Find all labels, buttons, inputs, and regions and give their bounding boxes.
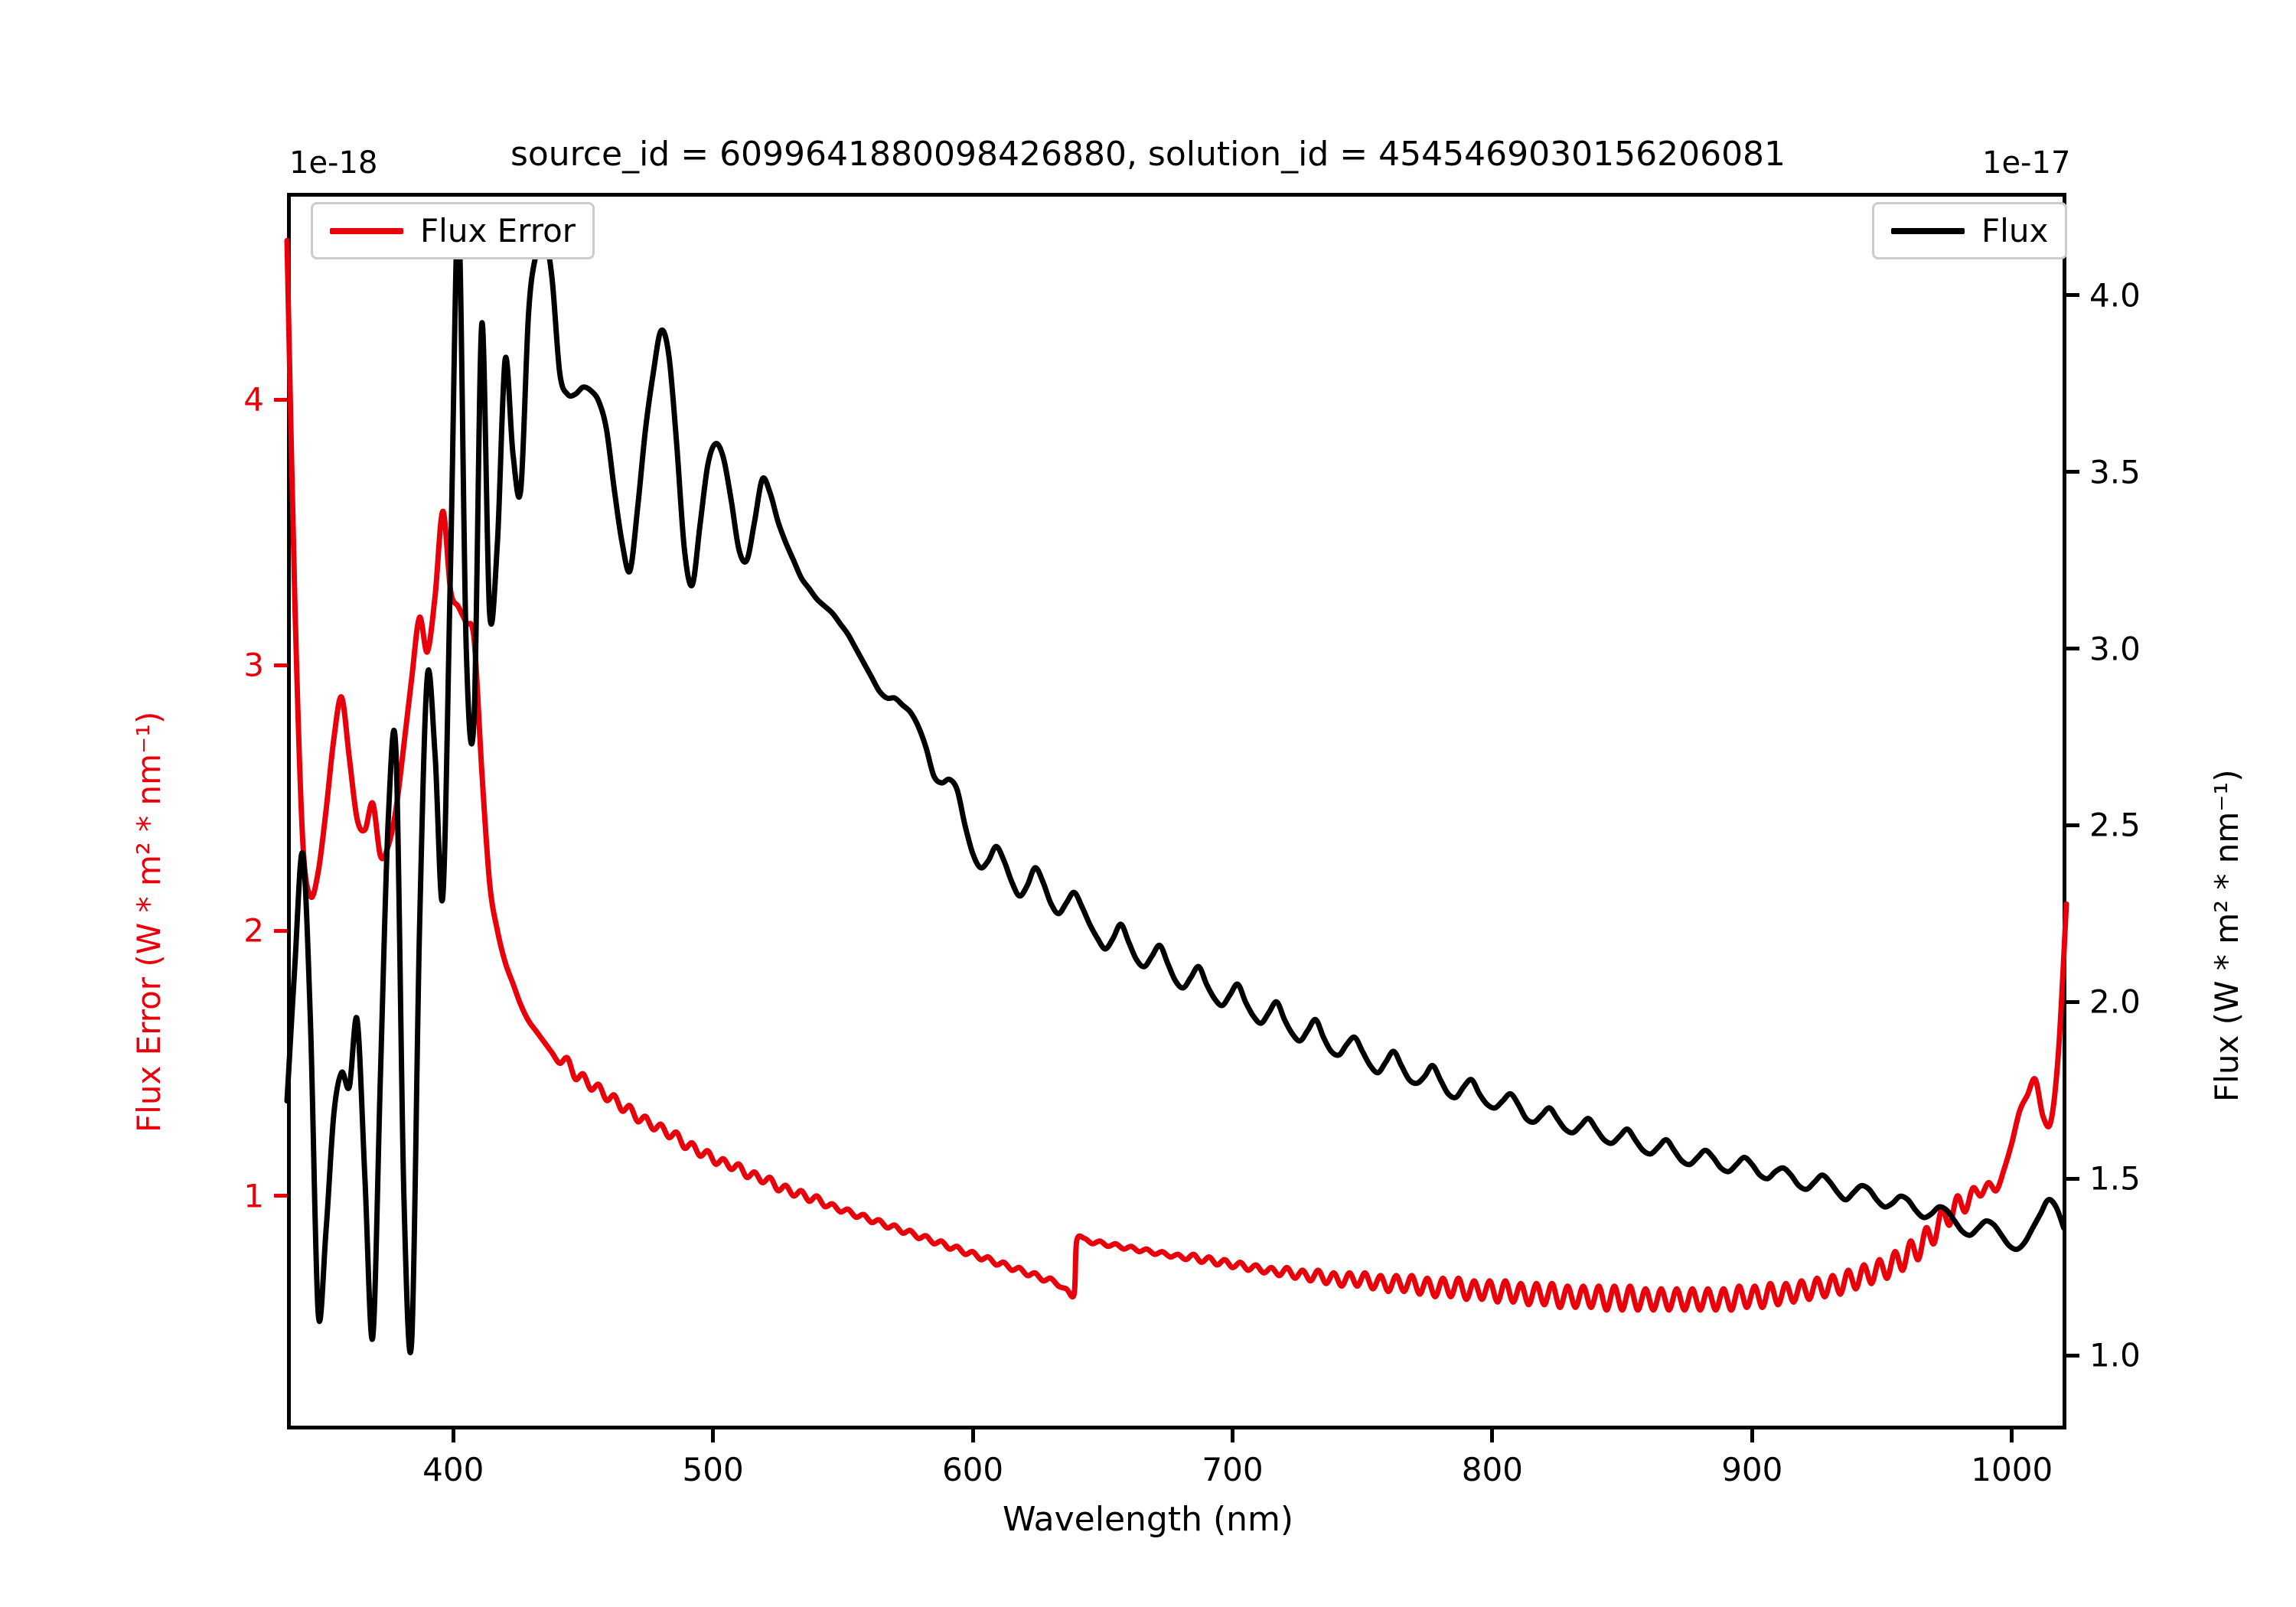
legend-flux[interactable]: Flux xyxy=(1872,202,2068,259)
right-y-tick-label-1.5: 1.5 xyxy=(2089,1159,2141,1198)
x-tick-label-800: 800 xyxy=(1461,1451,1523,1488)
page-title: source_id = 6099641880098426880, solutio… xyxy=(510,135,1786,174)
left-y-tick-mark xyxy=(274,397,287,402)
left-axis-offset-text: 1e-18 xyxy=(289,145,378,181)
x-tick-mark xyxy=(711,1429,716,1442)
x-tick-label-400: 400 xyxy=(422,1451,484,1488)
left-y-tick-mark xyxy=(274,928,287,933)
x-tick-mark xyxy=(970,1429,975,1442)
x-tick-label-1000: 1000 xyxy=(1971,1451,2053,1488)
right-y-tick-mark xyxy=(2066,999,2079,1004)
x-tick-label-600: 600 xyxy=(941,1451,1004,1488)
right-y-tick-label-1.0: 1.0 xyxy=(2089,1336,2141,1374)
left-y-tick-label-3: 3 xyxy=(243,646,264,684)
legend-flux-error[interactable]: Flux Error xyxy=(311,202,595,259)
right-axis-offset-text: 1e-17 xyxy=(1982,145,2071,181)
left-y-tick-label-4: 4 xyxy=(243,380,264,419)
flux-line xyxy=(284,210,2067,1355)
right-y-tick-label-4.0: 4.0 xyxy=(2089,276,2141,315)
right-y-tick-mark xyxy=(2066,823,2079,827)
legend-swatch-flux-error xyxy=(330,227,403,234)
legend-swatch-flux xyxy=(1891,227,1965,234)
legend-label-flux: Flux xyxy=(1981,212,2049,249)
right-y-tick-label-2.5: 2.5 xyxy=(2089,806,2141,844)
right-y-axis-title: Flux (W * m² * nm⁻¹) xyxy=(2208,769,2245,1102)
left-y-tick-mark xyxy=(274,1194,287,1198)
flux-error-line xyxy=(284,237,2069,1313)
right-y-tick-label-2.0: 2.0 xyxy=(2089,983,2141,1021)
left-y-axis-title: Flux Error (W * m² * nm⁻¹) xyxy=(130,711,168,1133)
right-y-tick-mark xyxy=(2066,1353,2079,1358)
plot-curves xyxy=(284,210,2069,1355)
x-tick-label-900: 900 xyxy=(1721,1451,1783,1488)
x-tick-mark xyxy=(451,1429,455,1442)
x-tick-mark xyxy=(1750,1429,1754,1442)
x-tick-label-500: 500 xyxy=(682,1451,744,1488)
right-y-tick-label-3.5: 3.5 xyxy=(2089,453,2141,491)
left-y-tick-label-2: 2 xyxy=(243,911,264,950)
right-y-tick-mark xyxy=(2066,647,2079,651)
right-y-tick-label-3.0: 3.0 xyxy=(2089,630,2141,668)
right-y-tick-mark xyxy=(2066,470,2079,474)
x-axis-title: Wavelength (nm) xyxy=(1002,1500,1294,1539)
legend-label-flux-error: Flux Error xyxy=(420,212,576,249)
right-y-tick-mark xyxy=(2066,293,2079,298)
left-y-tick-label-1: 1 xyxy=(243,1177,264,1215)
x-tick-mark xyxy=(1230,1429,1234,1442)
x-tick-mark xyxy=(1490,1429,1495,1442)
x-tick-mark xyxy=(2010,1429,2014,1442)
left-y-tick-mark xyxy=(274,663,287,667)
x-tick-label-700: 700 xyxy=(1202,1451,1264,1488)
plot-frame xyxy=(287,193,2066,1429)
right-y-tick-mark xyxy=(2066,1176,2079,1181)
